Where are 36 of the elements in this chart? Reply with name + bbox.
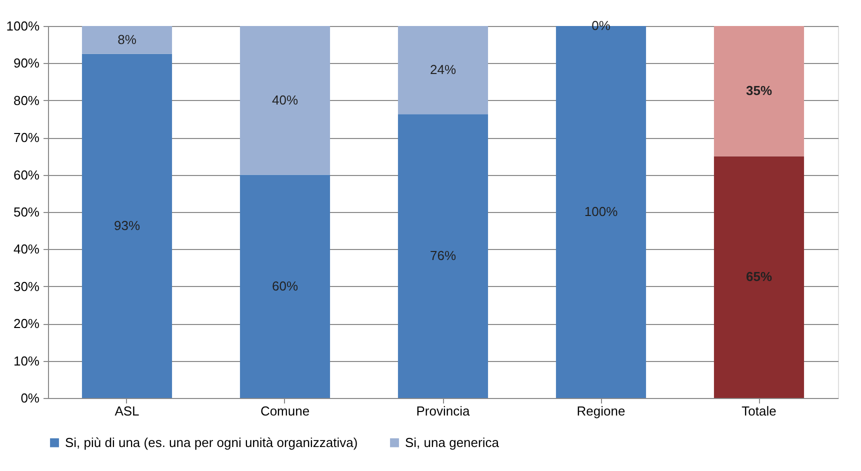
bar xyxy=(398,114,488,398)
data-label: 24% xyxy=(430,62,456,78)
y-tick-label: 90% xyxy=(13,56,40,71)
y-tick-label: 30% xyxy=(13,278,40,294)
y-tick-label: 80% xyxy=(13,92,40,108)
y-tick-label: 0% xyxy=(20,390,40,406)
y-tick-label: 60% xyxy=(13,167,40,182)
bar xyxy=(398,26,488,114)
y-tick-label: 20% xyxy=(13,316,40,332)
y-tick-label: 50% xyxy=(13,204,40,220)
x-tick-label: ASL xyxy=(114,404,140,418)
bar xyxy=(240,26,330,175)
x-tick-label: Provincia xyxy=(416,404,470,418)
data-label: 100% xyxy=(584,204,618,219)
y-tick-label: 40% xyxy=(13,242,40,257)
data-label: 35% xyxy=(746,83,772,98)
x-tick-label: Comune xyxy=(260,404,310,418)
y-tick-label: 100% xyxy=(6,18,40,34)
y-tick-label: 70% xyxy=(13,130,40,146)
data-label: 8% xyxy=(118,32,137,47)
y-tick-label: 10% xyxy=(13,353,40,368)
x-tick-label: Totale xyxy=(742,404,776,418)
bar xyxy=(240,174,330,398)
data-label: 0% xyxy=(592,18,611,33)
bar xyxy=(82,54,172,398)
bar xyxy=(714,26,804,156)
data-label: 65% xyxy=(746,269,772,284)
data-label: 76% xyxy=(430,248,456,264)
data-label: 40% xyxy=(272,92,298,108)
data-label: 93% xyxy=(114,218,140,233)
legend-label: Si, una generica xyxy=(405,434,500,450)
x-tick-label: Regione xyxy=(576,404,626,418)
bar xyxy=(82,26,172,54)
data-label: 60% xyxy=(272,278,298,294)
legend-label: Si, più di una (es. una per ogni unità organizzativa) xyxy=(65,434,358,450)
bar xyxy=(714,156,804,398)
